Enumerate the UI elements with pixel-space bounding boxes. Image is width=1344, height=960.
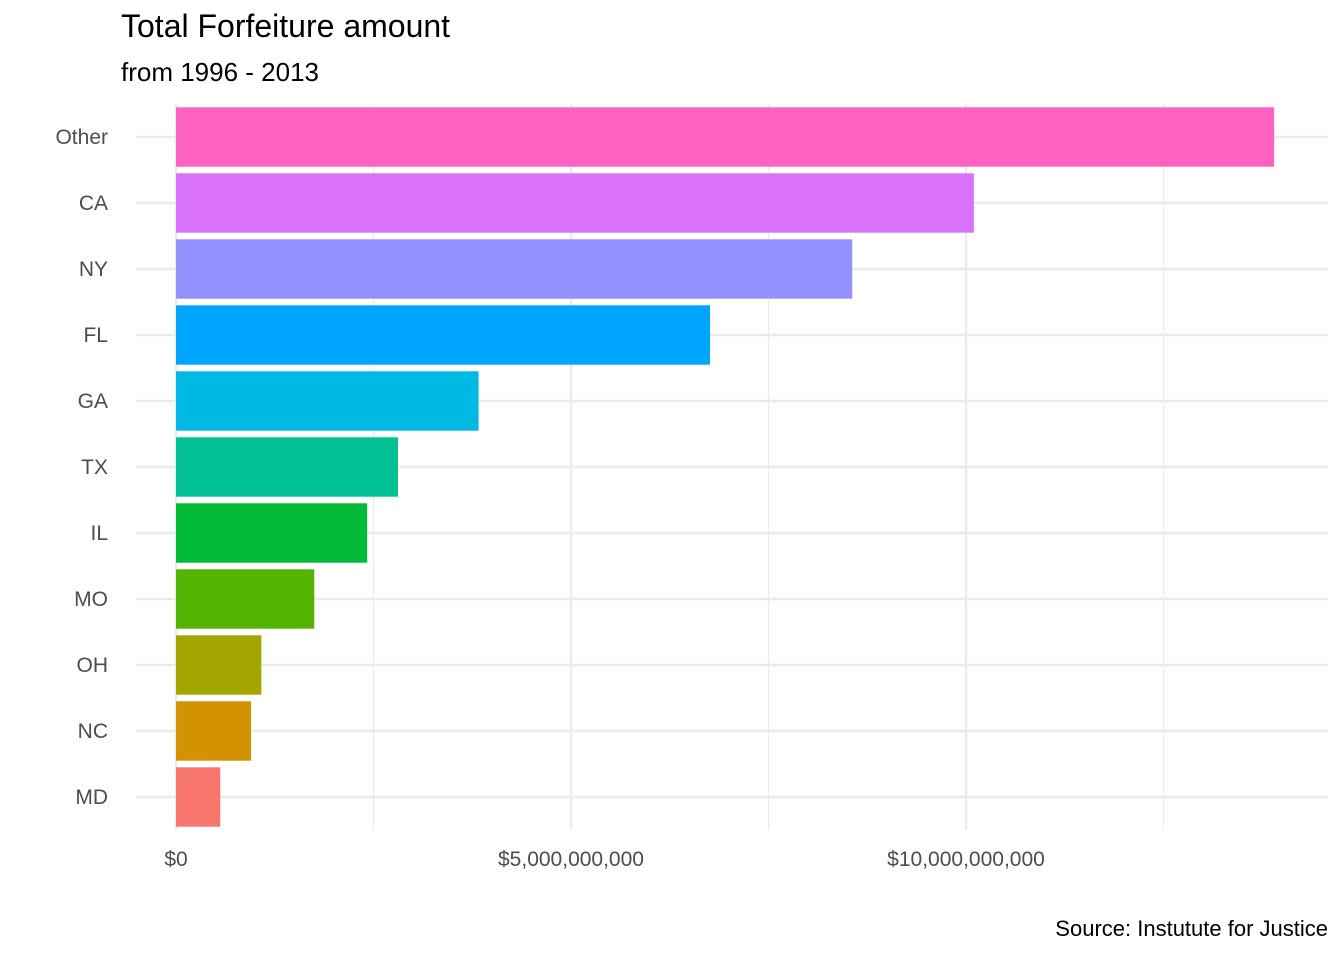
x-tick-label: $5,000,000,000 xyxy=(498,848,644,871)
bar-mo xyxy=(176,569,315,629)
x-tick-label: $0 xyxy=(164,848,187,871)
chart-subtitle: from 1996 - 2013 xyxy=(121,57,320,87)
bars xyxy=(176,107,1275,827)
y-axis-labels: MD NC OH MO IL TX GA FL NY CA Other xyxy=(55,126,108,809)
bar-ga xyxy=(176,371,479,431)
chart-caption: Source: Instutute for Justice xyxy=(1055,916,1328,941)
x-tick-label: $10,000,000,000 xyxy=(887,848,1045,871)
y-tick-label: TX xyxy=(81,456,108,479)
y-tick-label: NC xyxy=(78,720,108,743)
bar-md xyxy=(176,767,221,827)
y-tick-label: GA xyxy=(78,390,108,413)
y-tick-label: MO xyxy=(74,588,108,611)
y-tick-label: NY xyxy=(79,258,108,281)
bar-oh xyxy=(176,635,262,695)
bar-other xyxy=(176,107,1275,167)
y-tick-label: Other xyxy=(55,126,108,149)
bar-ny xyxy=(176,239,853,299)
y-tick-label: OH xyxy=(77,654,109,677)
bar-ca xyxy=(176,173,974,233)
bar-il xyxy=(176,503,368,563)
y-tick-label: CA xyxy=(79,192,108,215)
bar-nc xyxy=(176,701,252,761)
bar-tx xyxy=(176,437,398,497)
y-tick-label: FL xyxy=(83,324,108,347)
y-tick-label: MD xyxy=(75,786,108,809)
y-tick-label: IL xyxy=(90,522,108,545)
chart-title: Total Forfeiture amount xyxy=(121,8,451,44)
x-axis-labels: $0 $5,000,000,000 $10,000,000,000 xyxy=(164,848,1045,871)
bar-fl xyxy=(176,305,711,365)
